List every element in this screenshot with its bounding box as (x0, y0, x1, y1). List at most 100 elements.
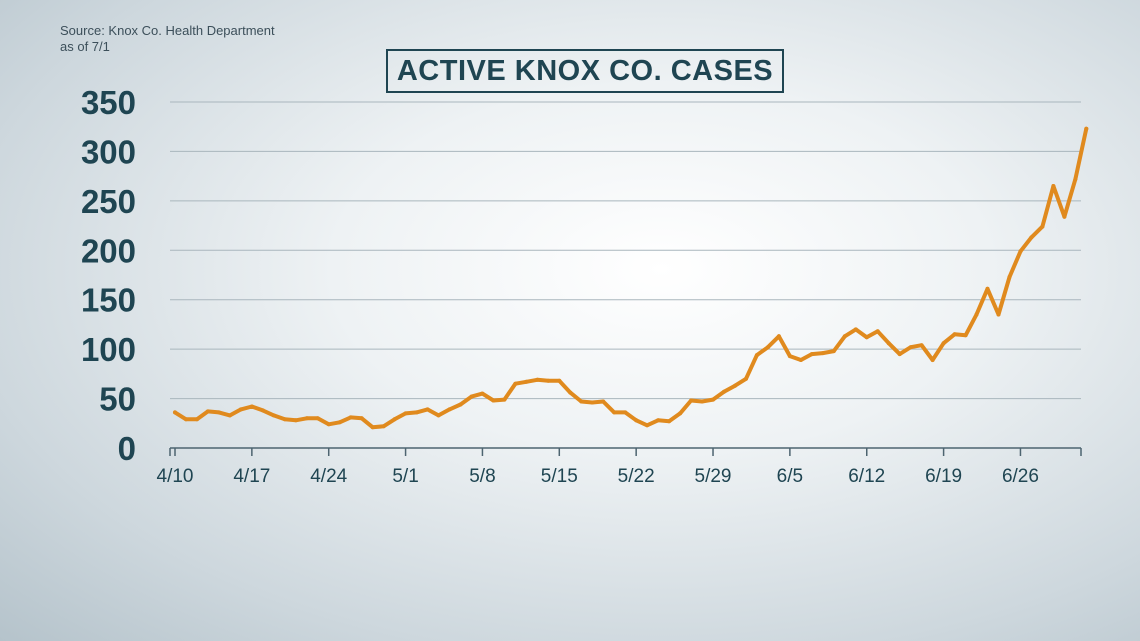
y-tick-label: 0 (118, 430, 136, 467)
chart-title: ACTIVE KNOX CO. CASES (386, 49, 784, 93)
data-point (996, 312, 1001, 317)
x-tick-label: 5/22 (618, 466, 655, 487)
data-point (809, 352, 814, 357)
data-point (722, 389, 726, 394)
data-point (480, 391, 485, 396)
data-point (711, 397, 715, 402)
data-point (381, 424, 386, 429)
data-point (623, 410, 628, 415)
x-tick-label: 5/29 (695, 466, 732, 487)
data-point (249, 404, 254, 409)
data-point (535, 377, 540, 382)
data-point (1073, 177, 1078, 182)
gridlines (170, 101, 1081, 449)
data-point (744, 376, 748, 381)
data-point (403, 411, 408, 416)
x-tick-label: 6/5 (777, 466, 803, 487)
x-tick-label: 4/10 (157, 466, 194, 487)
y-tick-label: 150 (81, 282, 136, 319)
data-point (897, 352, 902, 357)
data-point (425, 407, 430, 412)
data-point (227, 413, 232, 418)
data-point (908, 345, 913, 350)
data-point (282, 417, 287, 422)
data-point (326, 422, 331, 427)
data-point (1084, 126, 1089, 131)
data-point (864, 335, 869, 340)
y-tick-label: 200 (81, 232, 136, 269)
data-point (689, 398, 694, 403)
chart-title-text: ACTIVE KNOX CO. CASES (396, 54, 774, 87)
x-tick-label: 4/24 (310, 466, 347, 487)
data-point (754, 353, 759, 358)
data-point (634, 418, 639, 423)
x-tick-label: 6/12 (848, 466, 885, 487)
data-point (524, 379, 529, 384)
data-point (1007, 275, 1012, 279)
data-point (260, 408, 265, 413)
data-point (930, 358, 935, 362)
data-point (491, 398, 496, 403)
data-point (546, 378, 551, 383)
data-point (875, 329, 880, 334)
data-point (173, 410, 177, 415)
data-point (601, 399, 606, 404)
data-point (678, 411, 683, 416)
data-point (1018, 249, 1023, 254)
data-point (304, 416, 309, 421)
data-point (359, 416, 364, 421)
data-point (238, 407, 243, 412)
data-point (184, 417, 188, 422)
y-tick-label: 50 (99, 381, 136, 418)
data-point (831, 349, 836, 354)
y-tick-label: 100 (81, 331, 136, 368)
data-point (798, 358, 803, 362)
data-point (963, 333, 968, 338)
data-point (820, 351, 825, 356)
data-point (1029, 235, 1034, 240)
data-point (502, 397, 507, 402)
data-point (985, 286, 990, 291)
data-point (667, 419, 672, 424)
data-point (205, 409, 210, 414)
y-tick-label: 350 (81, 84, 136, 121)
data-point (568, 390, 573, 395)
data-point (436, 413, 441, 418)
data-point (513, 381, 518, 386)
source-line: Source: Knox Co. Health Department (60, 23, 275, 38)
data-point (886, 341, 891, 346)
data-point (776, 334, 781, 339)
data-point (700, 399, 704, 404)
data-point (370, 425, 375, 430)
x-axis: 4/10 4/17 4/24 5/1 5/8 5/15 5/22 5/29 6/5 6/12 6/1… (157, 448, 1082, 487)
as-of-line: as of 7/1 (60, 39, 110, 54)
data-point (447, 407, 452, 412)
x-tick-label: 5/15 (541, 466, 578, 487)
series-line (173, 126, 1089, 430)
data-point (557, 378, 562, 383)
x-tick-label: 6/26 (1002, 466, 1039, 487)
data-point (271, 413, 276, 418)
y-axis: 0 50 100 150 200 250 300 350 (81, 84, 136, 467)
data-point (315, 416, 320, 421)
data-point (765, 345, 770, 350)
data-point (392, 417, 397, 422)
data-point (656, 418, 661, 423)
data-point (195, 417, 199, 422)
data-point (458, 402, 463, 407)
data-point (842, 334, 847, 339)
x-tick-label: 5/8 (469, 466, 495, 487)
data-point (1062, 214, 1067, 219)
x-tick-label: 4/17 (233, 466, 270, 487)
data-point (216, 410, 221, 415)
data-point (974, 312, 979, 317)
series-group (173, 126, 1089, 430)
source-note: Source: Knox Co. Health Department as of… (60, 23, 275, 55)
data-point (941, 341, 946, 346)
data-point (853, 327, 858, 332)
data-point (590, 400, 595, 405)
data-point (414, 410, 419, 415)
data-point (337, 420, 342, 425)
x-tick-label: 6/19 (925, 466, 962, 487)
